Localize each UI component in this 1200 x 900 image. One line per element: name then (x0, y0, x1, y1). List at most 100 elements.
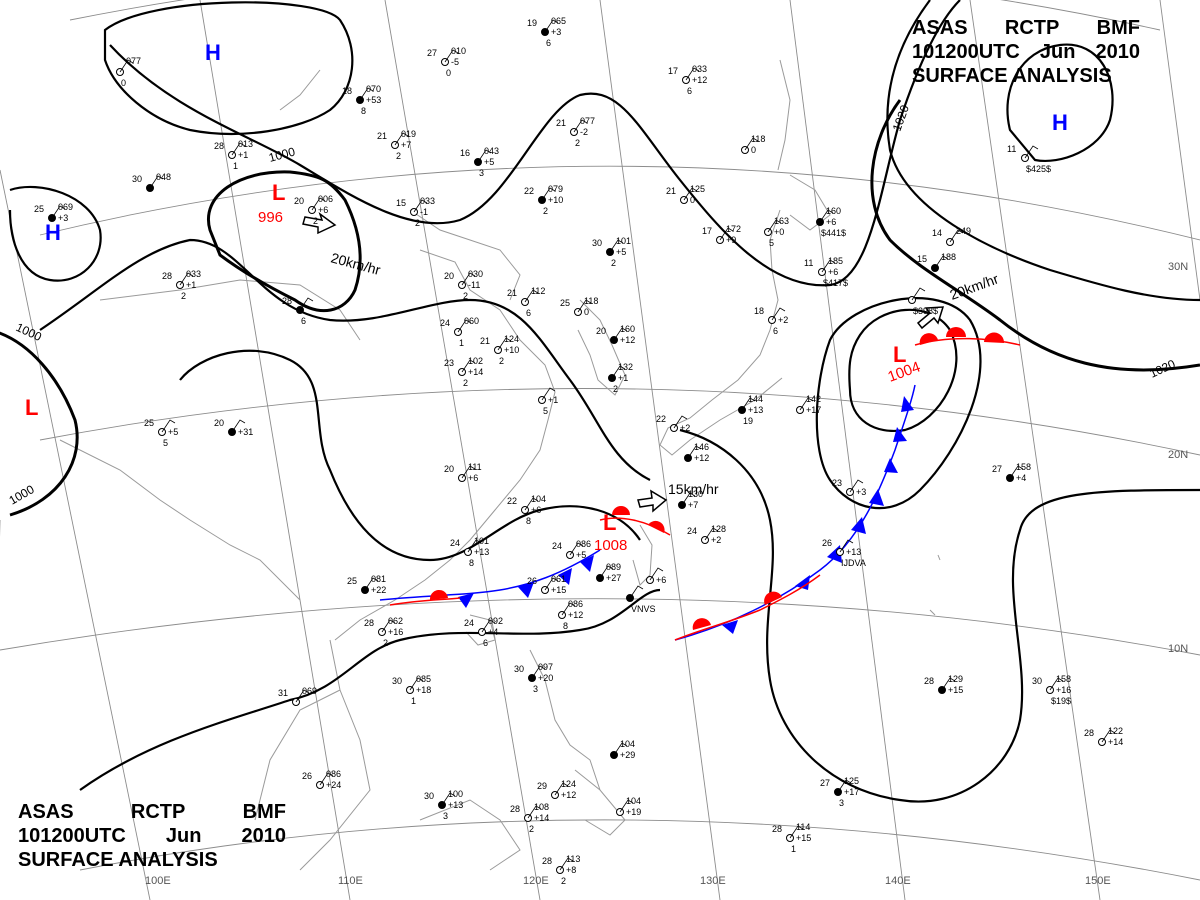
station-plot: 28 108+142 (510, 802, 549, 834)
lat-label: 30N (1168, 261, 1188, 273)
wind-barb-icon (569, 542, 584, 556)
wind-barb-icon (1024, 145, 1039, 159)
station-pressure: 249 (956, 226, 971, 236)
coast-hainan (465, 614, 496, 646)
wind-barb-icon (1009, 465, 1024, 479)
front-triangle (851, 517, 866, 534)
meridian-100e (0, 169, 151, 900)
station-tendency: +6 (531, 505, 541, 515)
station-plot: 160+6$441$ (816, 206, 846, 238)
station-pressure: 128 (711, 524, 726, 534)
station-plot: 26 086+24 (302, 769, 341, 790)
high-center-symbol: H (45, 220, 61, 245)
station-pressure: 006 (318, 194, 333, 204)
station-plot: 17 172+9 (702, 224, 741, 245)
station-pressure: 122 (1108, 726, 1123, 736)
front-triangle (458, 593, 474, 608)
station-temp: 25 (144, 418, 154, 428)
lat-label: 10N (1168, 643, 1188, 655)
station-temp: 15 (917, 254, 927, 264)
wind-barb-icon (179, 272, 194, 286)
station-tendency: +20 (538, 673, 553, 683)
station-tendency: +2 (711, 535, 721, 545)
station-plot: 31 069 (278, 686, 317, 706)
station-temp: 25 (347, 576, 357, 586)
station-temp: 14 (932, 228, 942, 238)
station-tendency: 0 (751, 145, 756, 155)
valid-month: Jun (1039, 41, 1076, 63)
station-plot: 28 129+15 (924, 674, 963, 695)
title-block-bottom: ASAS RCTP BMF 101200UTC Jun 2010 SURFACE… (18, 800, 286, 872)
station-tendency: +1 (186, 280, 196, 290)
station-tendency: +10 (548, 195, 563, 205)
station-pressure: 146 (694, 442, 709, 452)
station-tendency: +4 (1016, 473, 1026, 483)
isobar-sw-loop (179, 349, 641, 562)
station-plot: 142+17 (796, 394, 821, 415)
station-extra: 1 (411, 696, 416, 706)
wind-barb-icon (467, 539, 482, 553)
station-temp: 26 (822, 538, 832, 548)
wind-barb-icon (849, 479, 864, 493)
station-temp: 25 (34, 204, 44, 214)
wind-barb-icon (413, 199, 428, 213)
product-name: SURFACE ANALYSIS (18, 849, 218, 871)
station-pressure: 019 (401, 129, 416, 139)
station-plot: 20 160+12 (596, 324, 635, 345)
station-tendency: +6 (656, 575, 666, 585)
station-tendency: +3 (58, 213, 68, 223)
station-extra: 8 (469, 558, 474, 568)
station-pressure: 132 (618, 362, 633, 372)
station-plot: 089+27 (596, 562, 621, 583)
cold-front-line-2 (674, 384, 916, 641)
station-plot: 11 $425$ (1007, 144, 1051, 174)
station-pressure: 104 (626, 796, 641, 806)
station-temp: 27 (820, 778, 830, 788)
wind-barb-icon (299, 297, 314, 311)
isobars (0, 0, 1200, 803)
station-pressure: 033 (420, 196, 435, 206)
valid-year: 2010 (241, 825, 287, 847)
station-tendency: +6 (828, 267, 838, 277)
station-temp: 20 (444, 464, 454, 474)
station-pressure: 085 (416, 674, 431, 684)
station-pressure: 158 (1056, 674, 1071, 684)
station-temp: 18 (342, 86, 352, 96)
station-plot: 16 043+53 (460, 146, 499, 178)
station-tendency: +6 (468, 473, 478, 483)
meridian-160e (1159, 0, 1200, 301)
valid-year: 2010 (1095, 41, 1141, 63)
front-triangle (558, 568, 572, 585)
station-tendency: +3 (856, 487, 866, 497)
station-plot: 15 033-12 (396, 196, 435, 228)
station-tendency: 0 (584, 307, 589, 317)
wind-barb-icon (231, 142, 246, 156)
station-pressure: 124 (504, 334, 519, 344)
wind-barb-icon (839, 539, 854, 553)
front-triangle (795, 575, 810, 590)
front-semicircle (919, 333, 938, 345)
station-extra: 6 (483, 638, 488, 648)
station-plot: 30 101+52 (592, 236, 631, 268)
wind-barb-icon (559, 857, 574, 871)
station-plot: 163+05 (764, 216, 789, 248)
front-triangle (893, 427, 907, 442)
station-plot: 21 124+102 (480, 334, 519, 366)
high-center-symbol: H (1052, 110, 1068, 135)
wind-barb-icon (461, 359, 476, 373)
station-extra: 2 (575, 138, 580, 148)
coast-taiwan (632, 524, 653, 586)
station-extra: 3 (479, 168, 484, 178)
coast-himalaya (99, 279, 361, 341)
warm-front (389, 327, 1021, 641)
station-temp: 22 (507, 496, 517, 506)
station-tendency: +7 (401, 140, 411, 150)
station-pressure: 112 (531, 286, 545, 296)
wind-barb-icon (524, 497, 539, 511)
wind-barb-icon (394, 132, 409, 146)
station-plot: 23 +3 (832, 478, 866, 497)
station-tendency: +0 (774, 227, 784, 237)
wind-barb-icon (461, 465, 476, 479)
